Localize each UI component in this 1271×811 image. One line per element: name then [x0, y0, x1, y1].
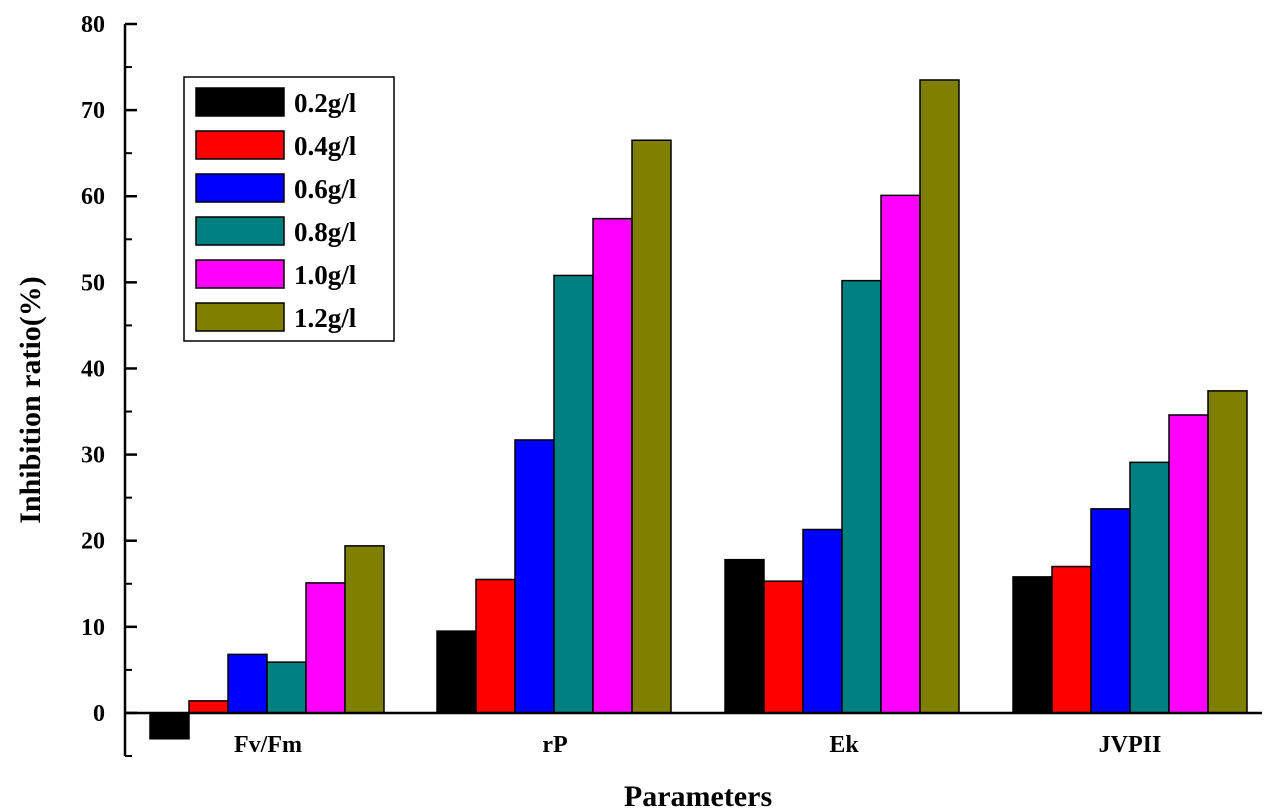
bar-rp-series-6	[631, 139, 672, 714]
bar-jvpii-series-2	[1051, 565, 1092, 714]
bar-jvpii-series-5	[1168, 414, 1209, 714]
bar-rp-series-5	[592, 217, 633, 714]
bar-rp-series-1	[436, 630, 477, 714]
y-tick-label: 30	[81, 443, 105, 469]
x-categories-group: Fv/Fm rP Ek JVPII	[234, 732, 1161, 758]
legend-swatch	[195, 173, 285, 203]
y-ticks-group: 0 10 20 30 40 50 60 70 80	[81, 12, 137, 757]
x-category-label: Fv/Fm	[234, 732, 302, 758]
bar-ek-series-2	[763, 580, 804, 714]
legend-swatch	[195, 216, 285, 246]
bars-group	[149, 79, 1248, 740]
bar-fvfm-series-1	[149, 712, 190, 740]
y-tick-label: 70	[81, 98, 105, 124]
bar-fvfm-series-4	[266, 661, 307, 714]
legend-label: 1.0g/l	[294, 260, 357, 290]
legend: 0.2g/l 0.4g/l 0.6g/l 0.8g/l 1.0g/l 1.2g/l	[183, 76, 395, 342]
y-tick-label: 50	[81, 270, 105, 296]
bar-ek-series-3	[802, 528, 843, 714]
bar-ek-series-5	[880, 194, 921, 714]
bar-rp-series-4	[553, 274, 594, 714]
x-axis-title: Parameters	[624, 780, 772, 811]
legend-label: 0.6g/l	[294, 174, 357, 204]
x-category-label: Ek	[829, 732, 859, 758]
bar-jvpii-series-6	[1207, 390, 1248, 714]
bar-jvpii-series-3	[1090, 508, 1131, 714]
bar-fvfm-series-3	[227, 653, 268, 714]
bar-jvpii-series-4	[1129, 461, 1170, 714]
bar-fvfm-series-2	[188, 700, 229, 714]
legend-box	[183, 76, 395, 342]
bar-ek-series-6	[919, 79, 960, 714]
y-tick-label: 10	[81, 615, 105, 641]
legend-label: 1.2g/l	[294, 303, 357, 333]
bar-fvfm-series-6	[344, 545, 385, 714]
bar-jvpii-series-1	[1012, 576, 1053, 714]
legend-label: 0.2g/l	[294, 88, 357, 118]
y-tick-label: 40	[81, 356, 105, 382]
legend-label: 0.4g/l	[294, 131, 357, 161]
legend-swatch	[195, 87, 285, 117]
bar-rp-series-2	[475, 578, 516, 714]
y-tick-label: 0	[93, 701, 105, 727]
legend-swatch	[195, 302, 285, 332]
axes-group	[123, 24, 1262, 756]
y-axis-title: Inhibition ratio(%)	[14, 276, 47, 524]
bar-fvfm-series-5	[305, 582, 346, 714]
bar-ek-series-4	[841, 279, 882, 714]
x-category-label: rP	[542, 732, 567, 758]
legend-label: 0.8g/l	[294, 217, 357, 247]
y-tick-label: 20	[81, 529, 105, 555]
x-category-label: JVPII	[1099, 732, 1162, 758]
y-tick-label: 80	[81, 12, 105, 38]
bar-rp-series-3	[514, 439, 555, 714]
legend-swatch	[195, 259, 285, 289]
bar-ek-series-1	[724, 558, 765, 714]
legend-swatch	[195, 130, 285, 160]
y-tick-label: 60	[81, 184, 105, 210]
